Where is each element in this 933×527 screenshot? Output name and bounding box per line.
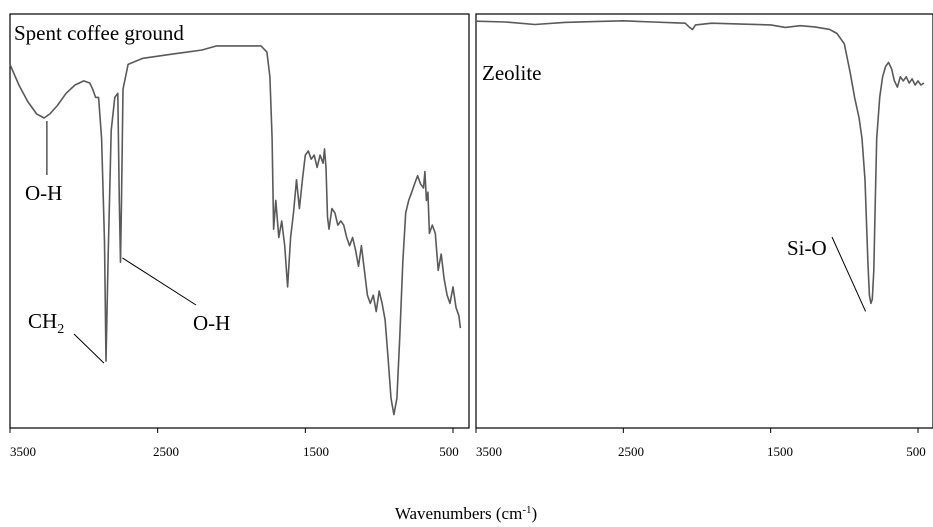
zeolite-x-tick-label-1500: 1500 bbox=[767, 444, 793, 459]
x-axis-title-close: ) bbox=[532, 504, 538, 523]
x-axis-title-superscript: -1 bbox=[522, 504, 531, 516]
spent-coffee-ground-x-tick-label-2500: 2500 bbox=[153, 444, 179, 459]
spent-coffee-ground-spectrum-line bbox=[9, 45, 462, 416]
annotation-si-o: Si-O bbox=[787, 236, 827, 260]
panel-title-spent-coffee-ground: Spent coffee ground bbox=[14, 21, 184, 45]
leader-line-ch2 bbox=[73, 333, 105, 364]
leader-line-si-o bbox=[831, 236, 867, 312]
spent-coffee-ground-x-tick-label-500: 500 bbox=[439, 444, 459, 459]
zeolite-spectrum-line bbox=[475, 19, 925, 305]
spent-coffee-ground-panel: 3500 2500 1500 500 bbox=[9, 13, 470, 459]
x-axis-title: Wavenumbers (cm-1) bbox=[395, 504, 537, 523]
spent-coffee-ground-x-tick-label-3500: 3500 bbox=[10, 444, 36, 459]
zeolite-panel: 3500 2500 1500 500 bbox=[475, 13, 933, 459]
leader-line-oh-sharp bbox=[122, 257, 197, 306]
zeolite-x-tick-label-3500: 3500 bbox=[476, 444, 502, 459]
zeolite-x-tick-label-500: 500 bbox=[906, 444, 926, 459]
annotation-ch2: CH2 bbox=[28, 309, 64, 337]
x-axis-title-main: Wavenumbers (cm bbox=[395, 504, 523, 523]
annotation-ch2-subscript: 2 bbox=[57, 322, 64, 337]
zeolite-x-tick-label-2500: 2500 bbox=[618, 444, 644, 459]
annotation-ch2-main: CH bbox=[28, 309, 57, 333]
spent-coffee-ground-plot-frame bbox=[9, 13, 470, 429]
spent-coffee-ground-x-tick-label-1500: 1500 bbox=[303, 444, 329, 459]
panel-title-zeolite: Zeolite bbox=[482, 61, 541, 85]
annotation-oh-sharp: O-H bbox=[193, 311, 230, 335]
annotation-oh-broad: O-H bbox=[25, 181, 62, 205]
zeolite-plot-frame bbox=[475, 13, 933, 429]
